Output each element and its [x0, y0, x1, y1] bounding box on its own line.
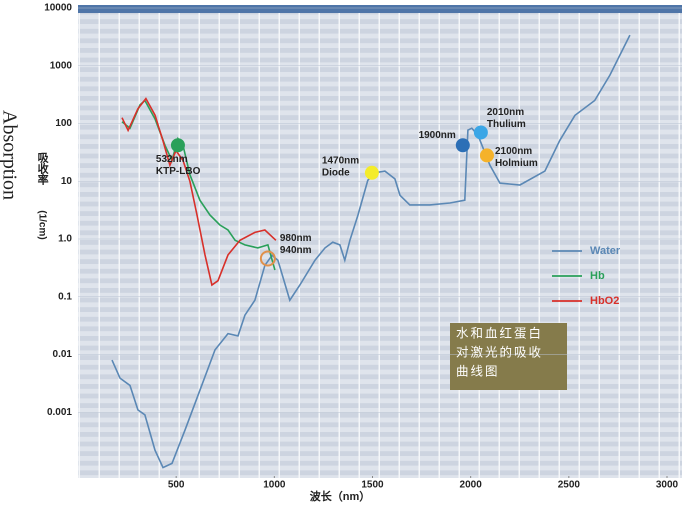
caption-line: 对激光的吸收	[456, 345, 543, 360]
laser-label: Thulium	[487, 119, 526, 130]
y-tick-label: 0.1	[58, 291, 72, 302]
y-tick-label: 1000	[50, 60, 73, 71]
laser-label: 1900nm	[419, 130, 456, 141]
y-tick-label: 0.001	[47, 407, 72, 418]
laser-marker	[259, 250, 276, 267]
plot-background	[78, 5, 682, 478]
x-tick-label: 500	[168, 480, 185, 491]
line-series	[111, 34, 631, 469]
laser-marker	[455, 138, 470, 153]
laser-label: Holmium	[495, 158, 538, 169]
legend-label: Water	[590, 245, 621, 257]
legend-label: HbO2	[590, 295, 619, 307]
laser-label: 532nm	[156, 154, 188, 165]
laser-label: Diode	[322, 167, 350, 178]
laser-label: 940nm	[280, 245, 312, 256]
laser-label: 2100nm	[495, 146, 532, 157]
laser-label: KTP-LBO	[156, 166, 201, 177]
line-series	[121, 97, 277, 287]
laser-marker	[364, 165, 379, 180]
x-tick-label: 2000	[460, 480, 483, 491]
x-tick-label: 1000	[263, 480, 286, 491]
caption-line: 水和血红蛋白	[456, 326, 543, 341]
laser-label: 2010nm	[487, 107, 524, 118]
y-tick-label: 10000	[44, 3, 72, 14]
x-axis-label: 波长（nm）	[310, 489, 371, 503]
laser-marker	[479, 148, 494, 163]
x-tick-label: 2500	[558, 480, 581, 491]
laser-marker	[170, 138, 185, 153]
y-tick-label: 1.0	[58, 234, 72, 245]
y-axis-label: Absorption	[0, 110, 20, 200]
legend-label: Hb	[590, 270, 605, 282]
laser-marker	[473, 125, 488, 140]
y-axis-unit: (1/cm)	[36, 210, 47, 239]
x-tick-label: 1500	[361, 480, 384, 491]
y-tick-label: 10	[61, 176, 73, 187]
laser-label: 1470nm	[322, 155, 359, 166]
caption-line: 曲线图	[456, 364, 500, 379]
y-axis-label-cn: 吸收率	[36, 152, 49, 186]
y-tick-label: 100	[55, 118, 72, 129]
y-tick-label: 0.01	[53, 349, 73, 360]
caption-box	[450, 323, 567, 390]
top-bar	[78, 5, 682, 13]
laser-label: 980nm	[280, 233, 312, 244]
x-tick-label: 3000	[656, 480, 679, 491]
